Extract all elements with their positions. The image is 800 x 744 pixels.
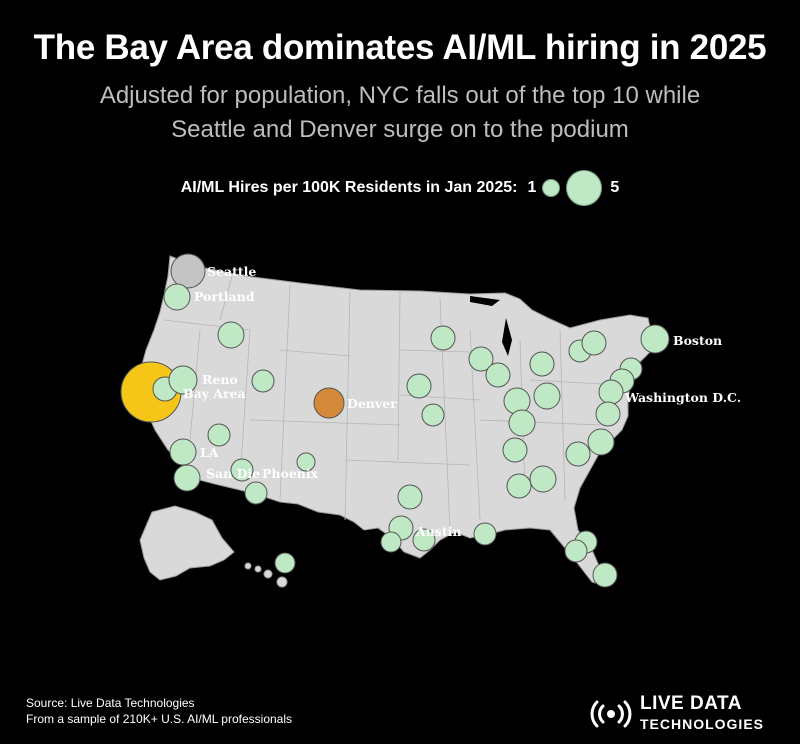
bubble-boston bbox=[640, 324, 670, 354]
label-san-diego: San Die bbox=[206, 466, 260, 481]
bubble-phoenix bbox=[296, 452, 316, 472]
brand-logo: LIVE DATA TECHNOLOGIES bbox=[590, 694, 764, 734]
bubble-boise bbox=[217, 321, 245, 349]
bubble-chicago bbox=[485, 362, 511, 388]
city-bubbles bbox=[120, 253, 670, 588]
bubble-la-2 bbox=[173, 464, 201, 492]
brand-name-line-1: LIVE DATA bbox=[639, 693, 742, 714]
city-labels: Seattle Portland Reno Bay Area Denver LA… bbox=[183, 264, 741, 539]
bubble-portland bbox=[163, 283, 191, 311]
bubble-madison bbox=[468, 346, 494, 372]
bubble-birmingham bbox=[506, 473, 532, 499]
source-note: Source: Live Data Technologies From a sa… bbox=[26, 695, 292, 727]
hawaii-landmass bbox=[244, 562, 288, 588]
bubble-fresno bbox=[207, 423, 231, 447]
bubble-salt-lake-city bbox=[251, 369, 275, 393]
label-reno: Reno bbox=[202, 372, 238, 387]
bubble-richmond bbox=[587, 428, 615, 456]
label-denver: Denver bbox=[347, 396, 397, 411]
bubble-reno bbox=[168, 365, 198, 395]
bubble-tampa bbox=[564, 539, 588, 563]
label-phoenix: Phoenix bbox=[262, 466, 319, 481]
size-legend: AI/ML Hires per 100K Residents in Jan 20… bbox=[0, 170, 800, 206]
bubble-miami bbox=[592, 562, 618, 588]
alaska-landmass bbox=[139, 505, 235, 581]
bubble-seattle bbox=[170, 253, 206, 289]
bubble-atlanta bbox=[529, 465, 557, 493]
chart-subtitle-line-2: Seattle and Denver surge on to the podiu… bbox=[171, 116, 629, 143]
bubble-las-vegas bbox=[230, 458, 254, 482]
label-la: LA bbox=[200, 445, 219, 460]
chart-subtitle-line-1: Adjusted for population, NYC falls out o… bbox=[99, 82, 701, 109]
label-seattle: Seattle bbox=[207, 264, 256, 279]
legend-max-label: 5 bbox=[610, 179, 620, 196]
bubble-la bbox=[169, 438, 197, 466]
bubble-detroit bbox=[529, 351, 555, 377]
bubble-columbus bbox=[533, 382, 561, 410]
bubble-louisville bbox=[508, 409, 536, 437]
label-portland: Portland bbox=[194, 289, 255, 304]
bubble-raleigh bbox=[565, 441, 591, 467]
legend-small-bubble bbox=[542, 179, 561, 197]
bubble-philadelphia bbox=[598, 379, 624, 405]
label-austin: Austin bbox=[415, 524, 461, 539]
bubble-nashville bbox=[502, 437, 528, 463]
legend-min-label: 1 bbox=[527, 179, 537, 196]
legend-label: AI/ML Hires per 100K Residents in Jan 20… bbox=[180, 179, 518, 196]
bubble-san-diego bbox=[244, 481, 268, 505]
bubble-denver bbox=[313, 387, 345, 419]
source-line-1: Source: Live Data Technologies bbox=[26, 696, 195, 710]
label-washington-dc: Washington D.C. bbox=[624, 390, 741, 405]
bubble-houston bbox=[412, 528, 436, 552]
label-bay-area: Bay Area bbox=[183, 386, 246, 401]
broadcast-icon bbox=[590, 700, 632, 728]
bubble-honolulu bbox=[274, 552, 296, 574]
brand-name-line-2: TECHNOLOGIES bbox=[639, 716, 764, 732]
bubble-rochester bbox=[581, 330, 607, 356]
bubble-omaha bbox=[406, 373, 432, 399]
bubble-minneapolis bbox=[430, 325, 456, 351]
bubble-washington-dc bbox=[595, 401, 621, 427]
source-line-2: From a sample of 210K+ U.S. AI/ML profes… bbox=[26, 712, 293, 726]
bubble-new-orleans bbox=[473, 522, 497, 546]
label-boston: Boston bbox=[673, 333, 722, 348]
bubble-san-antonio bbox=[380, 531, 402, 553]
legend-large-bubble bbox=[566, 170, 603, 206]
bubble-dallas bbox=[397, 484, 423, 510]
bubble-indianapolis bbox=[503, 387, 531, 415]
chart-title: The Bay Area dominates AI/ML hiring in 2… bbox=[33, 28, 767, 67]
bubble-kansas-city bbox=[421, 403, 445, 427]
great-lakes bbox=[470, 296, 512, 356]
